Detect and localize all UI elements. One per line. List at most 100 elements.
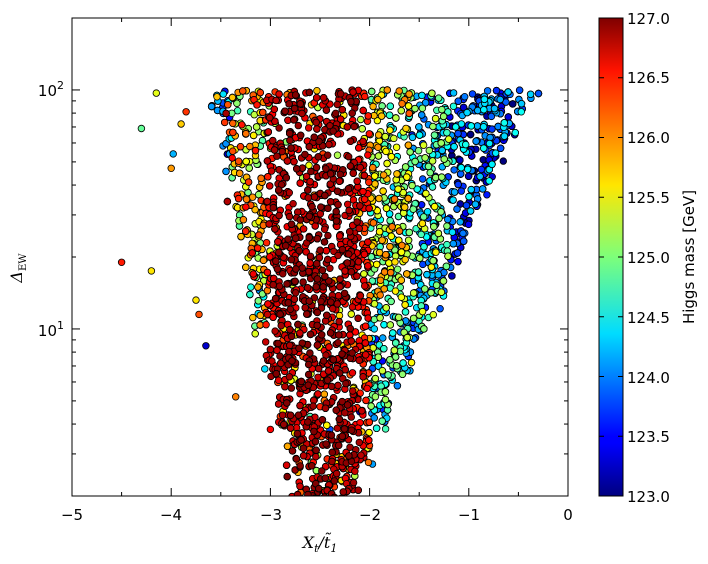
scatter-point [323, 503, 330, 510]
scatter-point [269, 203, 277, 212]
scatter-point [177, 120, 185, 128]
scatter-point [312, 453, 320, 461]
scatter-point [343, 123, 351, 131]
scatter-point [335, 441, 343, 450]
scatter-point [383, 159, 391, 168]
scatter-point [398, 370, 407, 378]
scatter-point [457, 120, 466, 128]
scatter-point [429, 122, 437, 131]
scatter-point [384, 371, 392, 379]
scatter-point [271, 327, 279, 335]
scatter-point [418, 91, 426, 100]
scatter-point [321, 272, 329, 281]
scatter-point [401, 203, 409, 211]
scatter-point [304, 381, 312, 389]
scatter-point [296, 179, 304, 187]
scatter-point [459, 229, 467, 237]
scatter-point [386, 321, 394, 329]
scatter-point [471, 200, 480, 208]
scatter-point [254, 283, 262, 291]
scatter-point [477, 165, 486, 174]
scatter-point [354, 486, 362, 494]
scatter-point [359, 106, 367, 115]
scatter-point [479, 185, 487, 193]
scatter-point [485, 177, 493, 185]
scatter-point [439, 277, 448, 285]
scatter-point [275, 124, 283, 132]
scatter-point [213, 93, 221, 101]
scatter-point [318, 497, 325, 504]
scatter-point [438, 105, 446, 114]
scatter-point [409, 289, 418, 297]
scatter-point [418, 104, 427, 112]
scatter-point [294, 411, 303, 419]
scatter-point [237, 232, 245, 241]
scatter-point [303, 526, 310, 533]
scatter-point [306, 252, 315, 260]
scatter-point [392, 143, 401, 151]
scatter-point [305, 513, 312, 520]
scatter-point [442, 262, 451, 270]
scatter-point [391, 287, 400, 295]
scatter-point [500, 132, 509, 140]
scatter-point [297, 509, 304, 516]
scatter-point [254, 297, 263, 305]
scatter-point [359, 373, 367, 381]
scatter-point [249, 131, 258, 140]
scatter-point [262, 321, 270, 329]
scatter-point [370, 325, 378, 333]
scatter-point [432, 248, 440, 256]
scatter-point [462, 140, 470, 149]
scatter-point [253, 101, 261, 109]
scatter-point [376, 276, 385, 284]
scatter-point [414, 268, 423, 276]
scatter-point [272, 257, 280, 265]
scatter-point [261, 365, 269, 373]
scatter-point [429, 311, 437, 319]
scatter-point [317, 203, 325, 211]
scatter-point [246, 142, 254, 151]
scatter-point [486, 133, 494, 142]
scatter-point [435, 214, 443, 223]
scatter-point [358, 125, 366, 133]
scatter-point [517, 99, 526, 108]
scatter-point [338, 105, 346, 114]
scatter-point [327, 382, 336, 391]
scatter-point [420, 242, 428, 251]
scatter-point [411, 104, 419, 113]
scatter-point [368, 87, 376, 96]
scatter-point [492, 149, 500, 157]
scatter-point [382, 147, 390, 156]
scatter-point [415, 131, 424, 139]
scatter-point [328, 457, 336, 466]
scatter-point [417, 230, 425, 239]
scatter-point [348, 109, 356, 117]
scatter-point [375, 248, 384, 257]
scatter-point [305, 268, 313, 276]
scatter-point [271, 294, 280, 303]
scatter-point [356, 202, 364, 210]
scatter-point [298, 500, 305, 507]
scatter-point [299, 278, 307, 286]
scatter-point [348, 369, 357, 377]
scatter-point [312, 163, 321, 172]
scatter-point [392, 114, 400, 122]
scatter-point [381, 132, 389, 141]
scatter-point [346, 443, 354, 451]
scatter-point [404, 102, 413, 110]
scatter-point [388, 223, 396, 231]
scatter-point [364, 314, 372, 322]
scatter-point [363, 384, 371, 393]
scatter-point [256, 321, 264, 329]
scatter-point [435, 94, 443, 102]
scatter-point [480, 95, 489, 103]
scatter-point [418, 219, 427, 228]
scatter-point [448, 272, 456, 280]
scatter-point [275, 211, 283, 220]
scatter-point [404, 236, 413, 244]
scatter-point [335, 177, 344, 185]
scatter-point [517, 108, 525, 116]
scatter-point [239, 87, 247, 95]
scatter-point [333, 100, 341, 109]
scatter-point [235, 169, 244, 177]
